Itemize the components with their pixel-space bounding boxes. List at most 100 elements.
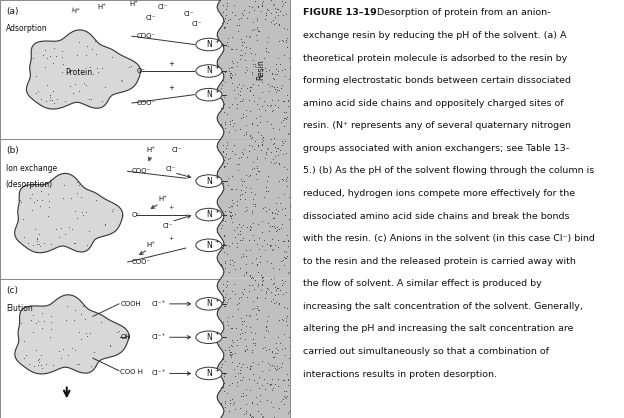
- Point: [229, 366, 239, 372]
- Point: [240, 146, 250, 153]
- Point: [266, 241, 276, 248]
- Point: [37, 324, 47, 331]
- Point: [278, 1, 288, 8]
- Point: [254, 245, 264, 252]
- Point: [282, 392, 292, 399]
- Point: [266, 0, 276, 3]
- Point: [112, 329, 122, 335]
- Text: amino acid side chains and oppositely charged sites of: amino acid side chains and oppositely ch…: [303, 99, 563, 108]
- Text: +: +: [215, 38, 219, 43]
- Point: [252, 302, 262, 309]
- Point: [233, 306, 243, 313]
- Point: [270, 242, 280, 248]
- Point: [275, 317, 285, 324]
- Point: [281, 34, 291, 41]
- Point: [51, 53, 61, 59]
- Point: [260, 204, 270, 211]
- Point: [46, 325, 56, 332]
- Point: [223, 296, 233, 302]
- Point: [278, 291, 288, 297]
- Point: [266, 289, 276, 296]
- Point: [241, 130, 251, 137]
- Point: [248, 220, 258, 227]
- Text: +: +: [215, 367, 219, 372]
- Point: [253, 82, 263, 88]
- Point: [223, 321, 233, 328]
- Point: [224, 382, 234, 389]
- Point: [245, 33, 255, 39]
- Point: [251, 31, 261, 38]
- Text: N: N: [206, 299, 212, 308]
- Point: [64, 223, 74, 230]
- Point: [244, 142, 254, 149]
- Point: [225, 260, 235, 267]
- Point: [237, 51, 247, 58]
- Point: [44, 191, 54, 198]
- Point: [100, 84, 110, 90]
- Point: [71, 239, 80, 246]
- Point: [281, 178, 291, 184]
- Point: [271, 345, 281, 352]
- Point: [266, 158, 276, 165]
- Point: [246, 50, 256, 56]
- Point: [261, 11, 271, 18]
- Point: [51, 226, 61, 233]
- Point: [269, 135, 279, 141]
- Point: [272, 145, 282, 151]
- Point: [270, 381, 280, 387]
- Point: [226, 209, 236, 216]
- Point: [283, 103, 293, 110]
- Point: [29, 199, 39, 205]
- Point: [271, 88, 281, 95]
- Point: [82, 42, 92, 49]
- Point: [39, 47, 49, 54]
- Point: [227, 342, 236, 349]
- Point: [252, 25, 262, 32]
- Point: [281, 394, 291, 401]
- Point: [246, 275, 256, 281]
- Point: [278, 38, 288, 44]
- Point: [246, 210, 256, 217]
- Point: [67, 344, 77, 351]
- Point: [261, 207, 271, 214]
- Point: [223, 174, 233, 181]
- Point: [224, 408, 234, 414]
- Point: [72, 51, 82, 58]
- Point: [216, 401, 226, 408]
- Point: [273, 55, 283, 61]
- Point: [252, 261, 262, 268]
- Text: H⁺: H⁺: [129, 1, 138, 7]
- Point: [230, 266, 240, 273]
- Text: exchange resin by reducing the pH of the solvent. (a) A: exchange resin by reducing the pH of the…: [303, 31, 567, 40]
- Point: [260, 343, 270, 350]
- Point: [225, 348, 235, 355]
- Point: [235, 370, 245, 377]
- Text: +: +: [168, 205, 174, 210]
- Point: [239, 272, 249, 278]
- Point: [230, 291, 240, 297]
- Point: [229, 2, 239, 9]
- Point: [232, 58, 241, 65]
- Text: Cl⁻: Cl⁻: [166, 166, 177, 171]
- Point: [257, 135, 267, 142]
- Point: [91, 51, 101, 57]
- Point: [252, 23, 262, 30]
- Point: [225, 396, 235, 403]
- Point: [269, 75, 279, 82]
- Point: [220, 12, 230, 18]
- Point: [56, 224, 66, 231]
- Point: [282, 253, 292, 260]
- Point: [36, 188, 46, 195]
- Point: [278, 316, 288, 323]
- Point: [263, 7, 273, 13]
- Point: [284, 408, 294, 415]
- Point: [240, 56, 250, 63]
- Point: [217, 263, 227, 270]
- Point: [281, 43, 291, 50]
- Point: [252, 240, 262, 247]
- Point: [245, 411, 255, 418]
- Point: [231, 325, 241, 331]
- Point: [276, 316, 286, 322]
- Point: [254, 28, 264, 35]
- Point: [274, 265, 284, 272]
